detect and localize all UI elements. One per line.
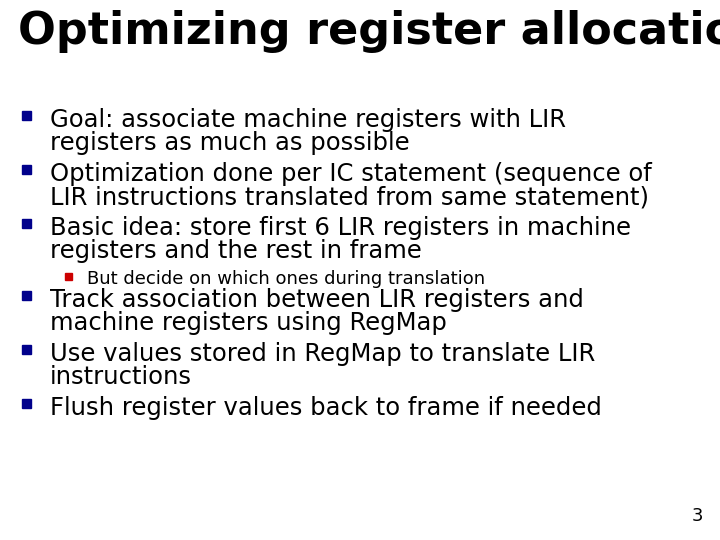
Text: Basic idea: store first 6 LIR registers in machine: Basic idea: store first 6 LIR registers … — [50, 216, 631, 240]
Text: machine registers using RegMap: machine registers using RegMap — [50, 311, 447, 335]
Text: LIR instructions translated from same statement): LIR instructions translated from same st… — [50, 185, 649, 209]
Text: Use values stored in RegMap to translate LIR: Use values stored in RegMap to translate… — [50, 342, 595, 366]
Bar — [65, 273, 72, 280]
Text: But decide on which ones during translation: But decide on which ones during translat… — [87, 270, 485, 288]
Bar — [22, 165, 31, 174]
Text: 3: 3 — [691, 507, 703, 525]
Bar — [22, 346, 31, 354]
Text: Optimization done per IC statement (sequence of: Optimization done per IC statement (sequ… — [50, 162, 652, 186]
Bar — [22, 400, 31, 408]
Text: registers as much as possible: registers as much as possible — [50, 131, 410, 155]
Bar — [22, 111, 31, 120]
Bar — [22, 292, 31, 300]
Bar — [22, 219, 31, 228]
Text: Track association between LIR registers and: Track association between LIR registers … — [50, 288, 584, 312]
Text: Flush register values back to frame if needed: Flush register values back to frame if n… — [50, 396, 602, 420]
Text: Goal: associate machine registers with LIR: Goal: associate machine registers with L… — [50, 108, 566, 132]
Text: Optimizing register allocation: Optimizing register allocation — [18, 10, 720, 53]
Text: registers and the rest in frame: registers and the rest in frame — [50, 239, 422, 263]
Text: instructions: instructions — [50, 365, 192, 389]
